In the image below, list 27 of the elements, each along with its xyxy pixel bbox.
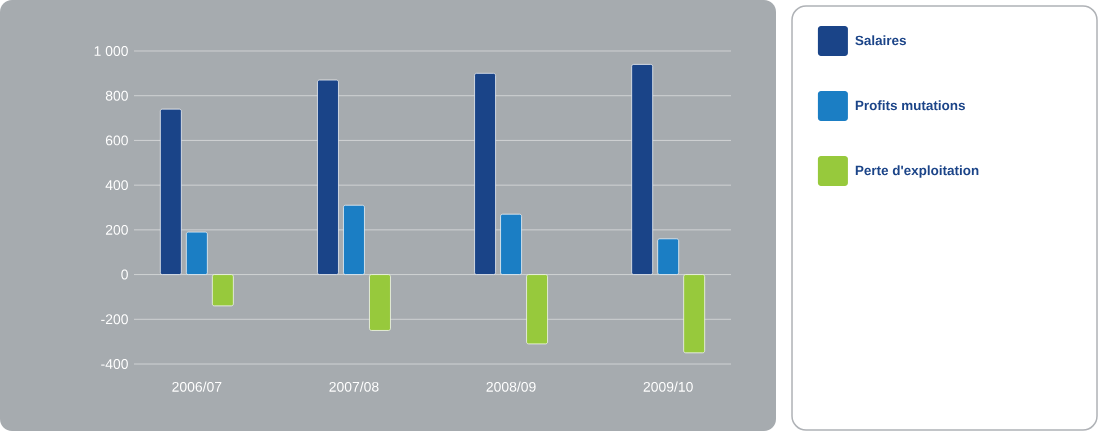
x-tick-label: 2008/09	[486, 381, 536, 392]
y-tick-label: 200	[105, 224, 128, 235]
bar	[186, 231, 208, 275]
y-tick-label: 400	[105, 180, 128, 191]
y-tick-label: 600	[105, 135, 128, 146]
bar	[683, 274, 706, 354]
x-tick-label: 2007/08	[329, 381, 379, 392]
bar	[343, 204, 365, 275]
bar	[369, 274, 391, 331]
legend-label: Salaires	[855, 35, 906, 46]
y-tick-label: 1 000	[94, 46, 128, 56]
y-tick-label: 800	[105, 90, 128, 101]
legend-label: Perte d'exploitation	[855, 165, 979, 178]
bar	[631, 64, 654, 275]
bar	[474, 73, 496, 275]
bar	[317, 79, 339, 275]
bar	[657, 238, 680, 275]
legend-label: Profits mutations	[855, 100, 965, 111]
y-tick-label: 0	[121, 269, 128, 280]
y-tick-label: -400	[101, 359, 128, 369]
bar	[500, 213, 522, 275]
bar	[212, 274, 234, 307]
x-tick-label: 2006/07	[172, 381, 222, 392]
bar	[526, 274, 548, 345]
y-tick-label: -200	[101, 314, 128, 325]
x-tick-label: 2009/10	[643, 381, 693, 392]
bar	[160, 108, 182, 275]
